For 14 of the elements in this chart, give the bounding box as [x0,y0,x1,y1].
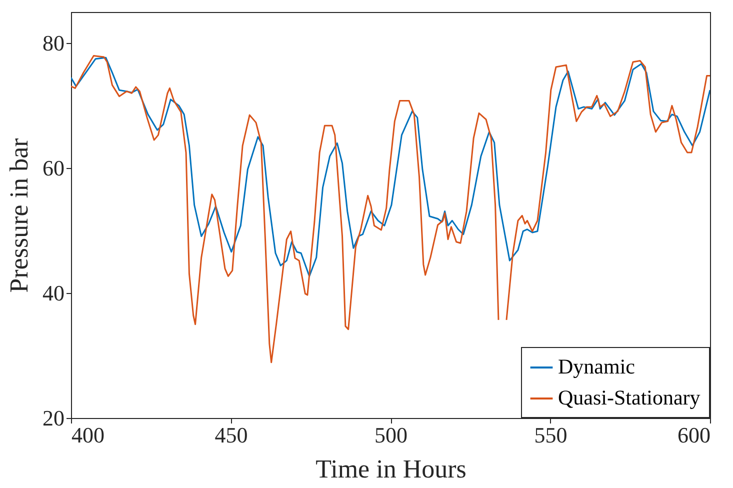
x-tick-label: 450 [214,422,248,448]
x-tick-label: 550 [534,422,568,448]
x-tick-label: 500 [374,422,408,448]
x-axis-title: Time in Hours [316,454,466,484]
x-tick-label: 600 [678,422,710,448]
line-series [71,56,710,277]
y-axis-title: Pressure in bar [4,138,34,293]
legend-label: Quasi-Stationary [558,386,701,410]
x-tick-label: 400 [72,422,104,448]
y-tick-label: 60 [42,156,64,181]
legend-label: Dynamic [558,354,635,378]
y-tick-label: 20 [42,406,64,430]
y-tick-label: 40 [42,280,64,306]
y-tick-label: 80 [42,30,64,56]
